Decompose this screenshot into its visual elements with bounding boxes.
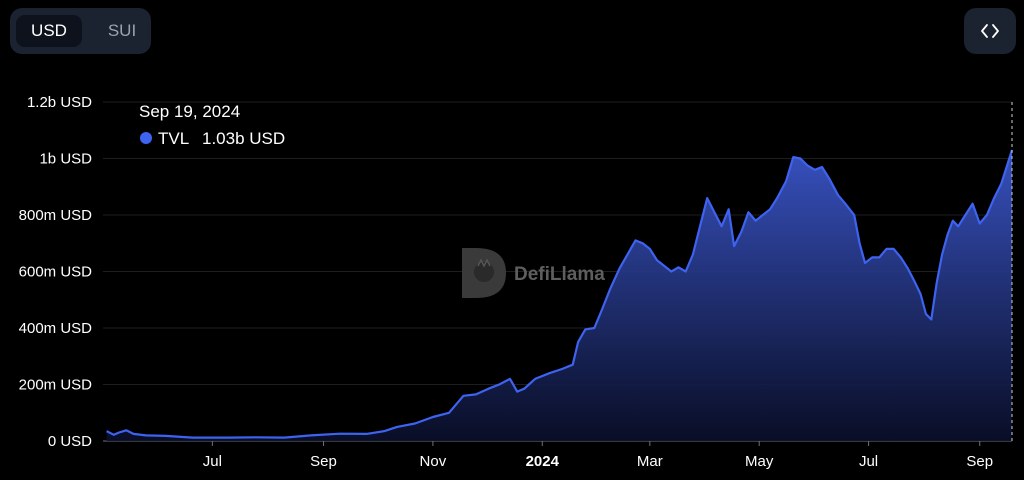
y-tick-label: 1b USD xyxy=(39,151,92,168)
tooltip-series-name: TVL xyxy=(158,129,189,148)
x-tick-label: Mar xyxy=(637,453,663,470)
x-tick-label: Nov xyxy=(420,453,447,470)
x-tick-label: Jul xyxy=(203,453,222,470)
tooltip-date: Sep 19, 2024 xyxy=(139,102,240,121)
tooltip: Sep 19, 2024 TVL 1.03b USD xyxy=(139,102,285,148)
y-tick-label: 1.2b USD xyxy=(27,94,92,111)
tvl-line xyxy=(106,149,1014,439)
watermark-text: DefiLlama xyxy=(514,264,605,285)
embed-chart-button[interactable] xyxy=(964,8,1016,54)
llama-logo-icon xyxy=(462,248,506,298)
tooltip-value: 1.03b USD xyxy=(202,129,285,148)
y-tick-label: 600m USD xyxy=(19,264,93,281)
y-axis: 0 USD 200m USD 400m USD 600m USD 800m USD 1b … xyxy=(19,94,93,450)
x-tick-label: Sep xyxy=(966,453,993,470)
tooltip-series-dot xyxy=(140,132,152,144)
x-axis: Jul Sep Nov 2024 Mar May Jul Sep xyxy=(103,440,1012,470)
denomination-toggle: USD SUI xyxy=(10,8,151,54)
x-tick-label: Sep xyxy=(310,453,337,470)
y-tick-label: 200m USD xyxy=(19,377,93,394)
y-tick-label: 0 USD xyxy=(48,433,92,450)
usd-toggle-button[interactable]: USD xyxy=(16,15,82,47)
watermark: DefiLlama xyxy=(462,248,605,298)
tvl-area xyxy=(106,150,1013,441)
sui-toggle-button[interactable]: SUI xyxy=(107,21,137,40)
x-tick-label: May xyxy=(745,453,774,470)
code-brackets-icon xyxy=(981,24,999,38)
y-tick-label: 400m USD xyxy=(19,320,93,337)
y-tick-label: 800m USD xyxy=(19,207,93,224)
x-tick-label: 2024 xyxy=(526,453,560,470)
x-tick-label: Jul xyxy=(859,453,878,470)
